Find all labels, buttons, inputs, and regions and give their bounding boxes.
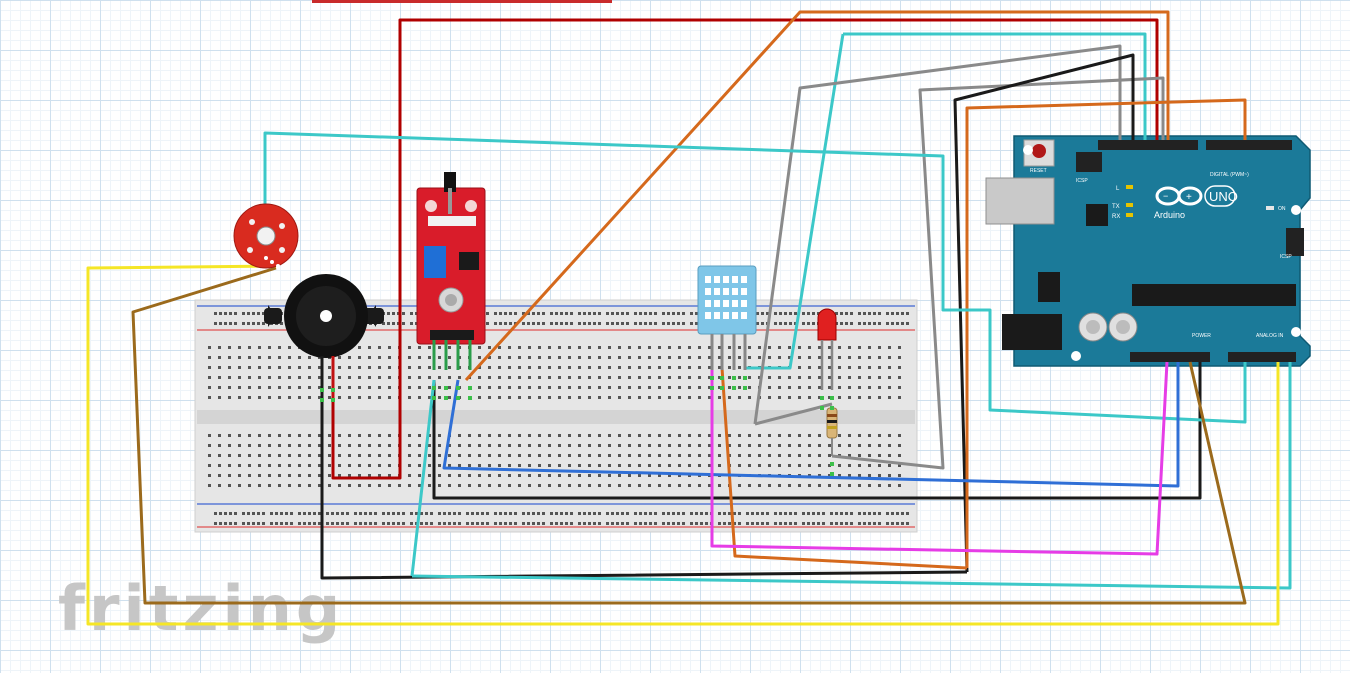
wire-magenta	[710, 361, 1169, 556]
wire-blue	[442, 362, 1180, 488]
icsp-header-right	[1286, 228, 1304, 256]
led-icon	[817, 308, 837, 390]
analog-label: ANALOG IN	[1256, 333, 1284, 339]
power-jack	[1002, 314, 1062, 350]
wire-orange-2	[965, 98, 1247, 568]
breadboard	[194, 299, 918, 533]
icsp-label: ICSP	[1280, 254, 1292, 260]
usb-chip	[1086, 204, 1108, 226]
reset-label: RESET	[1030, 168, 1047, 174]
wire-orange-1	[464, 10, 1170, 382]
resistor	[826, 407, 838, 456]
usb-port	[985, 177, 1055, 225]
power-header	[1130, 352, 1210, 362]
regulator	[1038, 272, 1060, 302]
wire-cyan-top	[843, 32, 1147, 140]
wire-black-module	[432, 362, 1202, 500]
wire-black-top	[953, 53, 1135, 573]
pulse-sensor	[233, 203, 299, 269]
wire-red	[331, 18, 1159, 480]
svg-text:+: +	[1186, 192, 1192, 203]
analog-header	[1228, 352, 1296, 362]
brand-label: Arduino	[1154, 210, 1185, 220]
temperature-sensor-module	[416, 172, 486, 370]
icsp2-label: ICSP	[1076, 178, 1088, 184]
atmega-chip	[1132, 284, 1296, 306]
rx-label: RX	[1112, 214, 1120, 220]
wire-gray-led	[754, 402, 833, 426]
wire-cyan-bottom	[411, 362, 1292, 590]
l-led-label: L	[1116, 186, 1120, 192]
buzzer-icon	[264, 274, 384, 400]
digital-header-1	[1098, 140, 1198, 150]
arduino-uno: RESET ICSP DIGITAL (PWM~) − + UNO Arduin…	[985, 135, 1311, 367]
wire-brown	[131, 266, 1247, 605]
wire-cyan-dht	[745, 33, 845, 370]
uno-badge	[1204, 185, 1236, 207]
model-label: UNO	[1209, 189, 1238, 204]
wire-yellow	[86, 264, 1280, 626]
svg-text:−: −	[1163, 191, 1168, 201]
wire-cyan-module	[410, 379, 436, 577]
dht11-sensor	[697, 265, 757, 370]
wire-gray-2	[831, 76, 1165, 470]
wires	[86, 10, 1292, 626]
top-edge-marker	[312, 0, 612, 3]
fritzing-watermark: fritzing	[58, 572, 344, 645]
power-label: POWER	[1192, 333, 1211, 339]
infinity-icon: − +	[1155, 186, 1203, 206]
connection-points	[320, 376, 834, 476]
icsp-header-top	[1076, 152, 1102, 172]
wire-gray-1	[753, 44, 1122, 425]
wire-black-bottom	[320, 400, 968, 580]
tx-label: TX	[1112, 204, 1120, 210]
wire-orange-dht	[720, 367, 968, 570]
digital-label: DIGITAL (PWM~)	[1210, 172, 1249, 178]
on-label: ON	[1278, 206, 1286, 212]
digital-header-2	[1206, 140, 1292, 150]
